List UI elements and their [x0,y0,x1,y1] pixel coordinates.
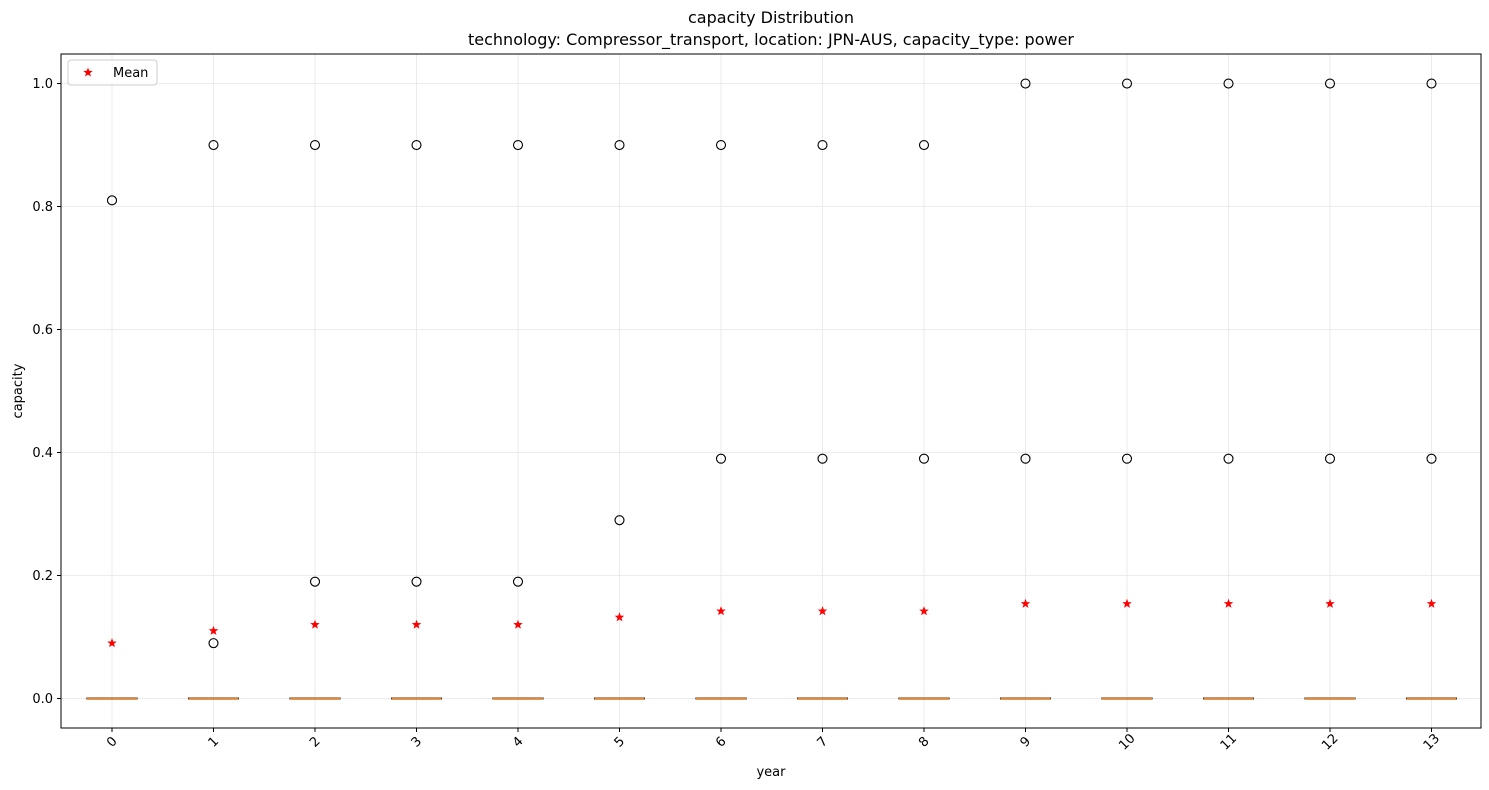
x-axis-ticks: 0 1 2 3 4 5 6 7 8 9 10 11 12 13 [104,728,1443,754]
chart-subtitle: technology: Compressor_transport, locati… [468,30,1074,49]
mean-marker [716,606,726,616]
x-tick-label: 13 [1421,731,1443,753]
y-axis-ticks: 0.0 0.2 0.4 0.6 0.8 1.0 [32,77,61,707]
x-tick-label: 4 [510,734,526,750]
grid-layer [61,54,1481,728]
outlier-point [918,139,930,151]
outlier-point [309,139,321,151]
x-axis-label: year [756,765,786,780]
outlier-point [614,515,625,526]
outlier-point [208,139,219,151]
mean-marker [1223,598,1234,608]
y-tick-label: 0.4 [32,446,53,461]
mean-marker [1325,598,1335,608]
y-tick-label: 0.6 [32,323,53,338]
outlier-point [1324,453,1336,464]
mean-marker [310,619,320,629]
mean-marker [817,606,828,616]
mean-marker [513,619,523,629]
x-tick-label: 10 [1116,731,1138,753]
legend: Mean [67,59,158,86]
outlier-point [614,139,625,151]
mean-marker [919,606,929,616]
plot-frame [60,53,1482,729]
outlier-point [309,576,321,587]
mean-marker [107,638,117,648]
outlier-point [1324,78,1336,89]
y-tick-label: 1.0 [32,77,53,92]
y-tick-label: 0.8 [32,200,53,215]
x-tick-label: 1 [206,734,222,750]
outlier-point [817,139,828,151]
x-tick-label: 11 [1218,731,1240,753]
legend-mean-marker [83,67,93,77]
mean-marker [1122,598,1132,608]
mean-marker [411,619,422,629]
chart-title: capacity Distribution [688,8,854,27]
outlier-point [512,576,524,587]
mean-marker [208,625,219,635]
legend-mean-label: Mean [113,66,148,81]
x-tick-label: 0 [104,734,120,750]
x-tick-label: 9 [1018,734,1034,750]
x-tick-label: 6 [713,734,729,750]
outlier-point [1121,453,1133,464]
mean-marker [1020,598,1031,608]
outlier-point [918,453,930,464]
outlier-point [715,453,727,464]
x-tick-label: 7 [815,734,831,750]
x-tick-label: 2 [307,734,323,750]
legend-box [67,59,158,86]
mean-layer [107,598,1437,648]
mean-marker [614,612,625,622]
x-tick-label: 3 [409,734,425,750]
x-tick-label: 12 [1319,731,1341,753]
outlier-point [411,139,422,151]
outlier-point [1020,78,1031,89]
y-tick-label: 0.2 [32,569,53,584]
outlier-point [715,139,727,151]
outlier-layer [106,78,1437,649]
x-tick-label: 5 [612,734,628,750]
y-tick-label: 0.0 [32,692,53,707]
outlier-point [208,638,219,649]
outlier-point [1020,453,1031,464]
box-layer [86,697,1457,700]
outlier-point [1223,453,1234,464]
mean-marker [1426,598,1437,608]
outlier-point [512,139,524,151]
outlier-point [1426,453,1437,464]
outlier-point [1121,78,1133,89]
outlier-point [1426,78,1437,89]
y-axis-label: capacity [11,363,26,418]
outlier-point [817,453,828,464]
x-tick-label: 8 [916,734,932,750]
outlier-point [411,576,422,587]
outlier-point [106,195,118,206]
outlier-point [1223,78,1234,89]
